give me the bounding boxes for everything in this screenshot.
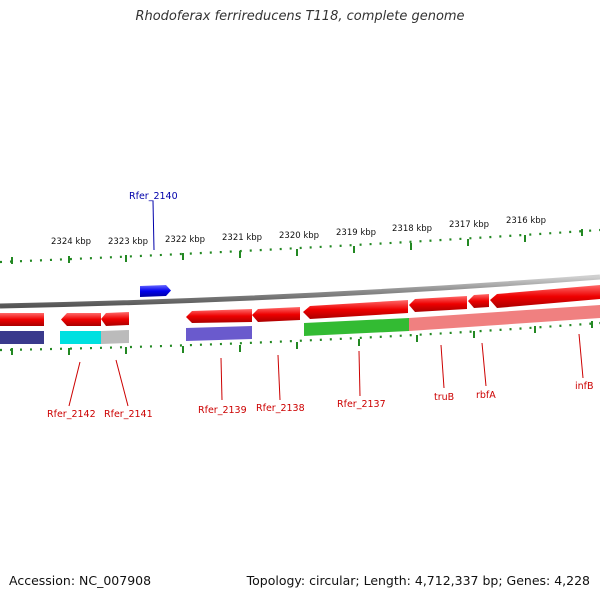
upper-minor-ticks (0, 228, 600, 264)
upper-tick-track (0, 228, 600, 264)
gene-label-rfer-2140: Rfer_2140 (129, 191, 178, 202)
kbp-label: 2321 kbp (222, 233, 262, 243)
feature-block-green (304, 318, 409, 336)
gene-label-rfer-2141: Rfer_2141 (104, 409, 153, 420)
gene-arrow-rfer-2137[interactable] (303, 300, 408, 319)
kbp-label: 2322 kbp (165, 235, 205, 245)
gene-label-trub: truB (434, 392, 454, 403)
gene-label-rfer-2142: Rfer_2142 (47, 409, 96, 420)
feature-block-purple (186, 326, 252, 341)
reverse-gene-track (0, 285, 600, 326)
map-title: Rhodoferax ferrireducens T118, complete … (135, 9, 465, 24)
gene-arrow-rfer-2141[interactable] (101, 312, 129, 326)
gene-arrow-rfer-2139[interactable] (186, 309, 252, 323)
gene-labels: Rfer_2142 Rfer_2141 Rfer_2139 Rfer_2138 … (47, 381, 594, 420)
kbp-label: 2317 kbp (449, 220, 489, 230)
topology-text: Topology: circular; Length: 4,712,337 bp… (246, 573, 590, 588)
gene-arrow-rfer-2140[interactable] (140, 285, 171, 297)
gene-label-infb: infB (575, 381, 594, 392)
gene-arrow-trub[interactable] (409, 296, 467, 312)
feature-track (0, 305, 600, 344)
gene-label-rbfa: rbfA (476, 390, 496, 401)
label-leader-rfer-2140 (152, 200, 155, 251)
lower-major-ticks (11, 321, 593, 355)
kbp-label: 2323 kbp (108, 237, 148, 247)
lower-minor-ticks (0, 321, 600, 352)
kbp-label: 2318 kbp (392, 224, 432, 234)
label-leaders (68, 333, 584, 407)
lower-tick-track (0, 321, 600, 355)
gene-arrow-partial-left[interactable] (0, 313, 44, 326)
upper-major-ticks (11, 229, 583, 264)
gene-label-rfer-2139: Rfer_2139 (198, 405, 247, 416)
gene-label-rfer-2138: Rfer_2138 (256, 403, 305, 414)
gene-arrow-infb[interactable] (490, 285, 600, 308)
accession-text: Accession: NC_007908 (9, 573, 152, 588)
feature-block-cyan (60, 331, 101, 344)
scale-labels: 2324 kbp 2323 kbp 2322 kbp 2321 kbp 2320… (51, 216, 546, 247)
kbp-label: 2324 kbp (51, 237, 91, 247)
gene-arrow-rfer-2138[interactable] (252, 307, 300, 322)
gene-label-rfer-2137: Rfer_2137 (337, 399, 386, 410)
genome-backbone (0, 274, 600, 309)
feature-block-gray (101, 330, 129, 344)
feature-block-navy (0, 331, 44, 344)
feature-block-pink (409, 305, 600, 331)
kbp-label: 2320 kbp (279, 231, 319, 241)
gene-arrow-rbfa[interactable] (468, 294, 489, 308)
kbp-label: 2316 kbp (506, 216, 546, 226)
gene-arrow-rfer-2142[interactable] (61, 313, 101, 326)
kbp-label: 2319 kbp (336, 228, 376, 238)
